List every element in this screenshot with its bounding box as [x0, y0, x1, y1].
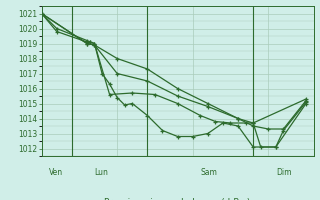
Text: Ven: Ven: [49, 168, 63, 177]
Text: Dim: Dim: [276, 168, 291, 177]
Text: Lun: Lun: [94, 168, 108, 177]
Text: Sam: Sam: [200, 168, 217, 177]
Text: Pression niveau de la mer( hPa ): Pression niveau de la mer( hPa ): [104, 198, 251, 200]
